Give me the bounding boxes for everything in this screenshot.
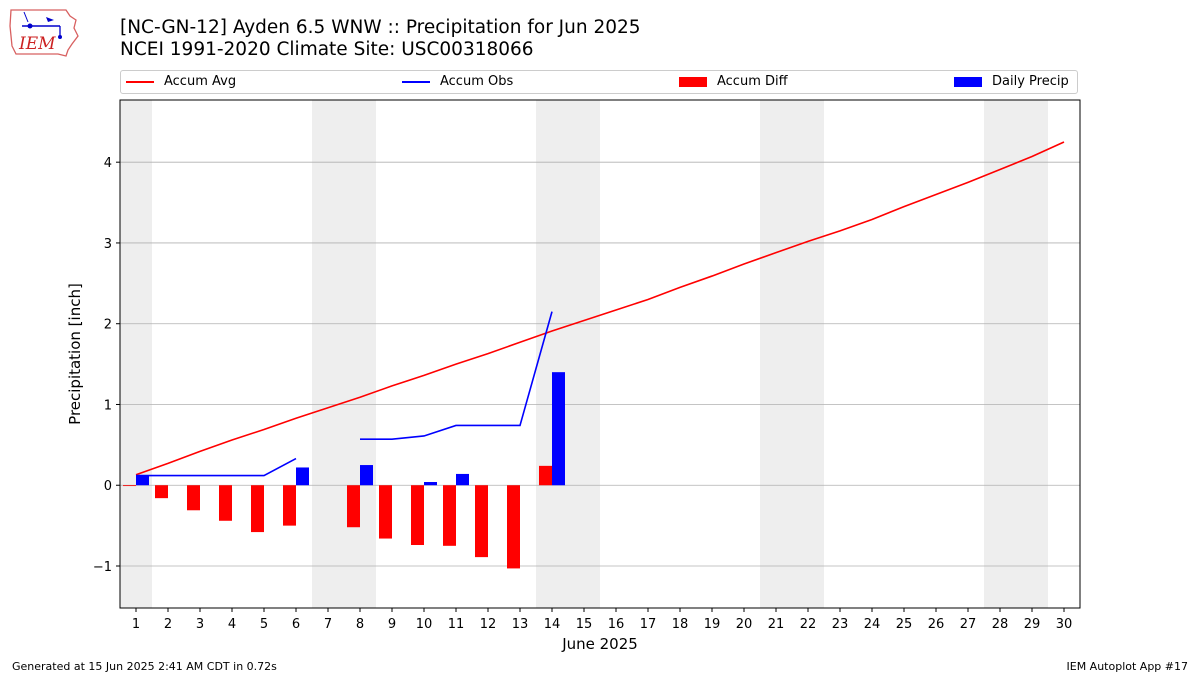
- accum-diff-bar: [443, 485, 456, 546]
- x-tick-label: 6: [292, 617, 300, 632]
- x-tick-label: 23: [832, 617, 849, 632]
- x-tick-label: 26: [928, 617, 945, 632]
- y-tick-label: 3: [104, 237, 112, 252]
- chart-subtitle: NCEI 1991-2020 Climate Site: USC00318066: [120, 39, 534, 60]
- x-tick-label: 16: [608, 617, 625, 632]
- daily-precip-bar: [360, 465, 373, 486]
- plot-frame: [119, 99, 1081, 609]
- x-tick-label: 7: [324, 617, 332, 632]
- accum-diff-bar: [123, 485, 136, 487]
- x-tick-label: 10: [416, 617, 433, 632]
- x-tick-label: 11: [448, 617, 465, 632]
- weekend-band: [536, 100, 600, 608]
- accum-avg-line: [135, 141, 1065, 476]
- chart-title: [NC-GN-12] Ayden 6.5 WNW :: Precipitatio…: [120, 17, 641, 38]
- legend-item-accum-avg: Accum Avg: [126, 74, 236, 89]
- weekend-band: [760, 100, 824, 608]
- x-tick-label: 27: [960, 617, 977, 632]
- y-tick-label: 0: [104, 479, 112, 494]
- x-tick-label: 20: [736, 617, 753, 632]
- x-tick-label: 17: [640, 617, 657, 632]
- daily-precip-bar: [456, 473, 469, 486]
- accum-diff-bar: [155, 485, 168, 499]
- x-tick-label: 14: [544, 617, 561, 632]
- weekend-band: [312, 100, 376, 608]
- x-tick-label: 4: [228, 617, 236, 632]
- accum-diff-bar: [411, 485, 424, 546]
- x-tick-label: 15: [576, 617, 593, 632]
- x-tick-label: 24: [864, 617, 881, 632]
- accum-diff-bar: [251, 485, 264, 533]
- accum-diff-bar: [539, 465, 552, 486]
- accum-diff-bar: [475, 485, 488, 558]
- daily-precip-bar: [296, 467, 309, 486]
- accum-obs-swatch: [402, 80, 430, 83]
- accum-diff-bar: [507, 485, 520, 569]
- x-tick-label: 3: [196, 617, 204, 632]
- iem-logo: IEM: [8, 6, 80, 60]
- x-tick-label: 18: [672, 617, 689, 632]
- legend-item-daily-precip: Daily Precip: [954, 74, 1069, 89]
- y-tick-label: 1: [104, 398, 112, 413]
- x-tick-label: 1: [132, 617, 140, 632]
- x-axis-label: June 2025: [561, 635, 638, 653]
- x-tick-label: 25: [896, 617, 913, 632]
- logo-text: IEM: [19, 34, 56, 54]
- x-tick-label: 12: [480, 617, 497, 632]
- y-tick-label: −1: [93, 560, 112, 575]
- x-tick-label: 29: [1024, 617, 1041, 632]
- x-tick-label: 9: [388, 617, 396, 632]
- x-tick-label: 8: [356, 617, 364, 632]
- legend-label-daily-precip: Daily Precip: [992, 74, 1069, 89]
- y-axis-label: Precipitation [inch]: [66, 283, 84, 425]
- y-tick-label: 4: [104, 156, 112, 171]
- daily-precip-swatch: [954, 76, 982, 87]
- x-tick-label: 5: [260, 617, 268, 632]
- accum-obs-line: [136, 457, 297, 477]
- footer-generated: Generated at 15 Jun 2025 2:41 AM CDT in …: [12, 660, 277, 673]
- accum-diff-swatch: [679, 76, 707, 87]
- legend-item-accum-diff: Accum Diff: [679, 74, 788, 89]
- x-tick-label: 21: [768, 617, 785, 632]
- iowa-map-icon: [9, 9, 79, 57]
- legend-label-accum-avg: Accum Avg: [164, 74, 237, 89]
- daily-precip-bar: [552, 372, 565, 486]
- weekend-band: [984, 100, 1048, 608]
- accum-diff-bar: [347, 485, 360, 528]
- y-tick-label: 2: [104, 318, 112, 333]
- x-tick-label: 19: [704, 617, 721, 632]
- x-tick-label: 28: [992, 617, 1009, 632]
- legend: Accum Avg Accum Obs Accum Diff Daily Pre…: [120, 70, 1078, 94]
- accum-diff-bar: [187, 485, 200, 511]
- accum-diff-bar: [219, 485, 232, 521]
- accum-diff-bar: [379, 485, 392, 539]
- legend-label-accum-obs: Accum Obs: [440, 74, 514, 89]
- legend-label-accum-diff: Accum Diff: [717, 74, 788, 89]
- accum-obs-line: [360, 311, 553, 441]
- footer-app: IEM Autoplot App #17: [1066, 660, 1189, 673]
- weekend-band: [120, 100, 152, 608]
- accum-diff-bar: [283, 485, 296, 526]
- daily-precip-bar: [136, 475, 149, 486]
- x-tick-label: 30: [1056, 617, 1073, 632]
- x-tick-label: 2: [164, 617, 172, 632]
- x-tick-label: 22: [800, 617, 817, 632]
- legend-item-accum-obs: Accum Obs: [402, 74, 513, 89]
- daily-precip-bar: [424, 482, 437, 486]
- accum-avg-swatch: [126, 80, 154, 83]
- x-tick-label: 13: [512, 617, 529, 632]
